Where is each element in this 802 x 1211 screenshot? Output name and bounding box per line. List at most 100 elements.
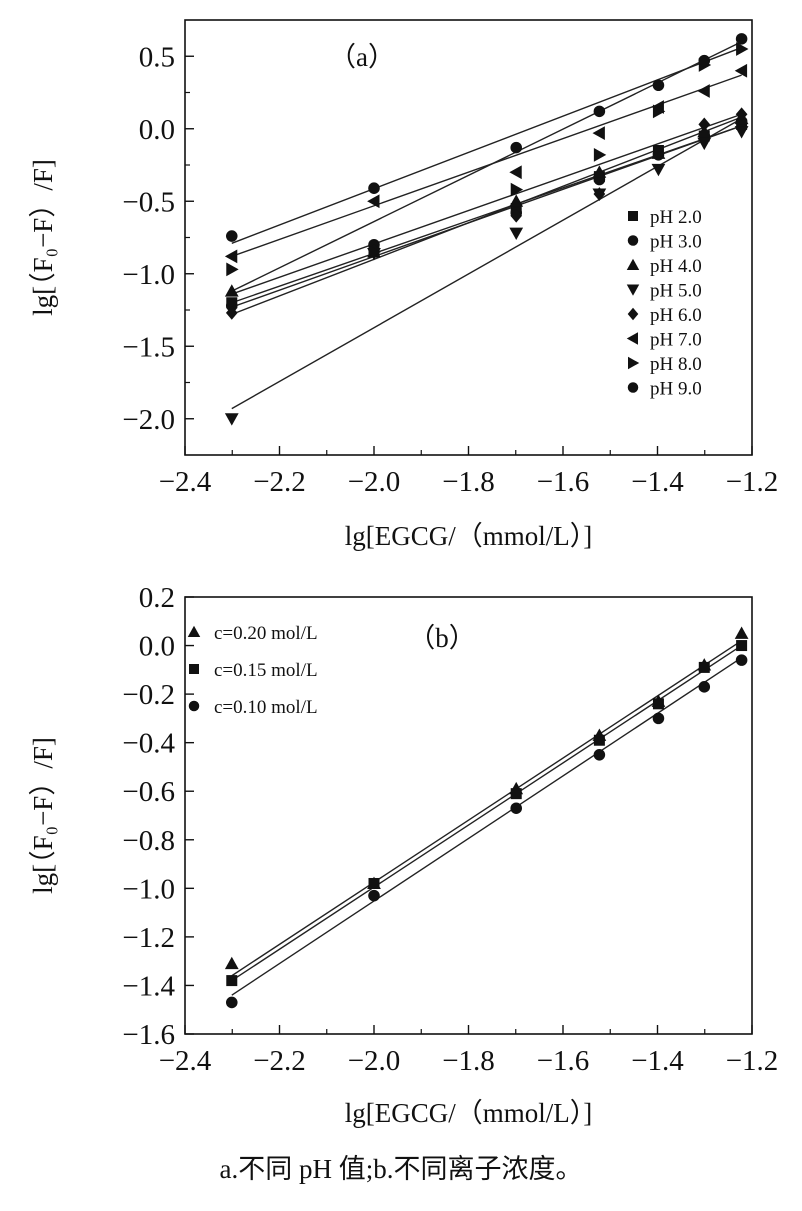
- data-point-a-s7: [510, 141, 522, 154]
- y-tick-label-b: −0.2: [122, 679, 175, 711]
- legend-marker-b: [187, 625, 201, 637]
- y-tick-label-b: −1.2: [122, 922, 175, 954]
- data-point-a-s5: [367, 194, 380, 209]
- x-tick-label-a: −1.4: [631, 466, 684, 498]
- x-tick-label-b: −1.4: [631, 1045, 684, 1077]
- data-point-a-s3: [509, 227, 524, 241]
- legend-label-a: pH 6.0: [650, 305, 702, 326]
- panel-label-b: （b）: [408, 623, 476, 653]
- data-point-a-s2: [509, 194, 524, 207]
- y-tick-label-b: −0.6: [122, 776, 175, 808]
- data-point-a-s2: [592, 165, 607, 178]
- data-point-a-s3: [734, 126, 749, 139]
- data-point-b-s2: [368, 889, 380, 902]
- data-point-b-s2: [593, 749, 606, 761]
- y-tick-label-b: −1.6: [122, 1019, 175, 1051]
- legend-marker-a: [627, 235, 639, 246]
- data-point-a-s4: [225, 306, 238, 320]
- y-tick-label-a: 0.5: [139, 41, 175, 73]
- data-point-b-s1: [368, 877, 380, 889]
- x-tick-label-b: −1.2: [726, 1045, 779, 1077]
- legend-marker-a: [627, 382, 639, 393]
- data-point-a-s7: [593, 105, 606, 118]
- data-point-a-s6: [368, 245, 381, 259]
- legend-label-a: pH 9.0: [650, 379, 702, 400]
- legend-marker-a: [627, 307, 639, 321]
- legend-label-a: pH 5.0: [650, 281, 702, 302]
- chart-panel-a: −2.4 −2.2 −2.0 −1.8 −1.6 −1.4 −1.2 −2.0 −1.5 −1.0…: [28, 19, 779, 551]
- data-point-a-s3: [697, 137, 712, 151]
- legend-label-a: pH 7.0: [650, 330, 702, 351]
- data-point-a-s7: [368, 182, 380, 194]
- y-tick-label-b: −0.8: [122, 825, 175, 857]
- legend-marker-a: [628, 211, 638, 221]
- x-tick-label-b: −2.2: [253, 1045, 306, 1077]
- y-tick-label-b: −0.4: [122, 728, 175, 760]
- legend-marker-b: [189, 664, 199, 674]
- data-point-a-s6: [510, 182, 524, 197]
- legend-label-a: pH 3.0: [650, 232, 702, 253]
- data-point-a-s4: [652, 146, 665, 161]
- data-point-b-s1: [652, 698, 664, 710]
- x-tick-label-b: −1.6: [537, 1045, 590, 1077]
- data-point-a-s5: [734, 63, 748, 78]
- data-point-a-s6: [593, 147, 607, 162]
- figure-caption: a.不同 pH 值;b.不同离子浓度。: [220, 1154, 583, 1184]
- x-axis-title-a: lg[EGCG/（mmol/L）]: [345, 521, 592, 551]
- data-point-a-s4: [593, 187, 606, 201]
- legend-label-b: c=0.20 mol/L: [214, 623, 318, 644]
- data-point-b-s1: [226, 975, 238, 987]
- legend-label-a: pH 2.0: [650, 207, 702, 228]
- fit-line-a: [231, 113, 742, 295]
- x-tick-label-b: −2.4: [159, 1045, 212, 1077]
- legend-marker-a: [628, 356, 640, 370]
- data-point-a-s3: [651, 163, 666, 177]
- data-point-b-s2: [652, 712, 665, 725]
- data-point-b-s1: [736, 640, 748, 652]
- x-tick-label-b: −1.8: [442, 1045, 495, 1077]
- data-point-b-s1: [698, 661, 710, 673]
- y-tick-label-a: −0.5: [122, 186, 175, 218]
- data-point-a-s6: [652, 104, 666, 119]
- legend-marker-a: [626, 258, 640, 270]
- y-tick-label-b: −1.0: [122, 873, 175, 905]
- data-point-a-s6: [226, 262, 239, 277]
- x-tick-label-a: −1.6: [537, 466, 590, 498]
- data-point-a-s7: [698, 54, 711, 67]
- data-point-a-s4: [735, 107, 748, 122]
- data-point-a-s5: [224, 249, 238, 264]
- x-tick-label-a: −2.2: [253, 466, 306, 498]
- data-point-a-s7: [652, 79, 665, 92]
- data-point-b-s2: [510, 802, 522, 814]
- legend-label-a: pH 4.0: [650, 256, 702, 277]
- data-point-a-s2: [224, 284, 239, 297]
- y-tick-label-a: −1.5: [122, 331, 175, 363]
- y-tick-label-a: 0.0: [139, 114, 175, 146]
- legend-label-b: c=0.15 mol/L: [214, 660, 318, 681]
- data-point-a-s4: [698, 117, 711, 132]
- y-tick-label-a: −1.0: [122, 259, 175, 291]
- data-point-a-s7: [735, 33, 748, 45]
- y-axis-title-a: lg[（F₀−F）/F]: [28, 159, 58, 316]
- chart-panel-b: −2.4 −2.2 −2.0 −1.8 −1.6 −1.4 −1.2 −1.6 −1.4 −1.2…: [28, 582, 778, 1128]
- data-point-a-s3: [224, 413, 239, 426]
- panel-label-a: （a）: [329, 42, 395, 72]
- y-tick-label-b: 0.2: [139, 582, 175, 614]
- data-point-b-s0: [734, 626, 749, 639]
- fit-line-b: [231, 644, 742, 982]
- y-tick-label-b: 0.0: [139, 631, 175, 663]
- data-point-b-s2: [698, 681, 711, 693]
- legend-marker-a: [626, 284, 640, 296]
- data-point-a-s6: [736, 42, 749, 56]
- data-point-b-s1: [510, 788, 522, 800]
- y-tick-label-b: −1.4: [122, 970, 175, 1002]
- data-point-b-s2: [735, 654, 748, 666]
- legend-label-a: pH 8.0: [650, 354, 702, 375]
- data-point-a-s1: [226, 299, 238, 312]
- data-point-b-s0: [224, 956, 239, 970]
- data-point-a-s7: [226, 230, 238, 242]
- x-axis-title-b: lg[EGCG/（mmol/L）]: [345, 1098, 592, 1128]
- x-tick-label-a: −1.2: [726, 466, 779, 498]
- legend-label-b: c=0.10 mol/L: [214, 697, 318, 718]
